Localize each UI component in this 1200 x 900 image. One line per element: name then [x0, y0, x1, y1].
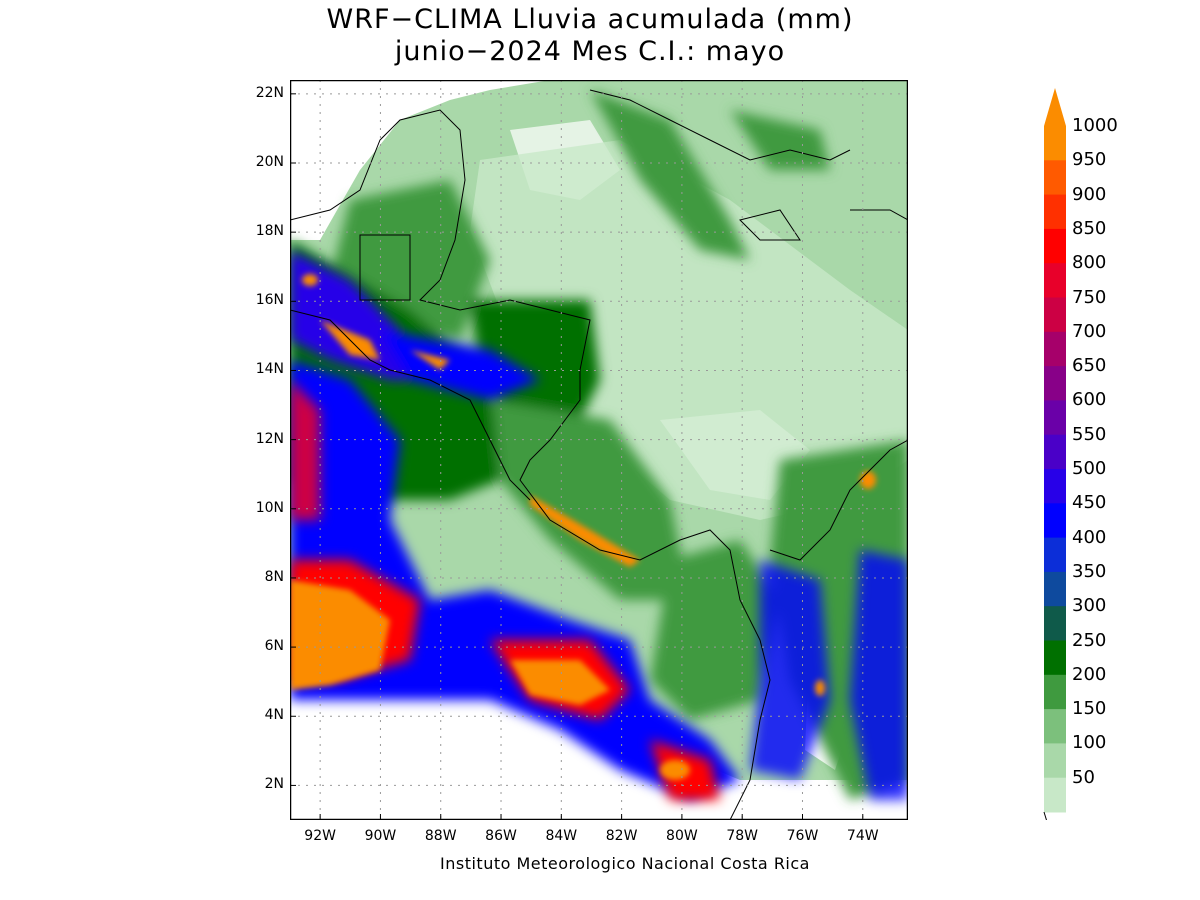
colorbar-swatch: [1044, 297, 1066, 333]
colorbar-swatch: [1044, 263, 1066, 298]
colorbar-label: 950: [1072, 149, 1107, 171]
lon-tick-label: 80W: [666, 828, 698, 844]
colorbar-swatch: [1044, 434, 1066, 470]
colorbar-label: 500: [1072, 458, 1107, 479]
colorbar-label: 250: [1072, 629, 1107, 651]
colorbar-label: 100: [1072, 732, 1107, 754]
lat-tick-label: 2N: [264, 776, 284, 793]
coastlines: [290, 89, 908, 820]
lat-tick-label: 14N: [255, 361, 284, 378]
colorbar-label: 750: [1072, 286, 1107, 308]
colorbar-overflow-triangle: [1044, 88, 1066, 126]
axis-ticks: [290, 93, 864, 820]
footer-credit: Instituto Meteorologico Nacional Costa R…: [440, 854, 810, 873]
chart-subtitle: junio−2024 Mes C.I.: mayo: [394, 36, 786, 67]
colorbar: [1043, 88, 1066, 820]
lon-tick-label: 86W: [485, 828, 517, 844]
lon-tick-label: 84W: [545, 828, 578, 844]
colorbar-swatch: [1044, 743, 1066, 779]
colorbar-underflow-mark: [1043, 811, 1047, 820]
lat-tick-label: 10N: [255, 499, 284, 516]
colorbar-label: 450: [1072, 492, 1107, 514]
colorbar-label: 800: [1072, 252, 1107, 274]
colorbar-swatch: [1044, 503, 1066, 539]
light-rain-zones: [470, 140, 908, 520]
colorbar-swatch: [1044, 640, 1066, 676]
colorbar-swatch: [1044, 777, 1066, 813]
colorbar-label: 50: [1072, 766, 1095, 788]
colorbar-swatch: [1044, 160, 1066, 196]
lon-tick-label: 82W: [605, 828, 638, 844]
colorbar-label: 900: [1072, 183, 1107, 205]
lon-tick-label: 74W: [846, 828, 879, 844]
colorbar-swatch: [1044, 674, 1066, 710]
colorbar-swatch: [1044, 571, 1066, 607]
colorbar-label: 700: [1072, 320, 1107, 342]
colorbar-swatch: [1044, 606, 1066, 641]
colorbar-swatch: [1044, 228, 1066, 264]
lat-tick-label: 6N: [264, 638, 284, 655]
lon-tick-label: 90W: [364, 828, 397, 844]
colorbar-label: 1000: [1072, 115, 1118, 136]
chart-title: WRF−CLIMA Lluvia acumulada (mm): [326, 4, 854, 35]
colorbar-swatch: [1044, 126, 1066, 161]
lat-tick-label: 12N: [255, 430, 284, 447]
colorbar-label: 400: [1072, 526, 1107, 548]
colorbar-label: 200: [1072, 663, 1107, 685]
map-frame: [290, 80, 908, 820]
lon-tick-label: 78W: [726, 828, 759, 844]
lat-tick-label: 18N: [255, 223, 284, 240]
map-canvas: [290, 80, 908, 820]
lon-tick-label: 92W: [304, 828, 336, 844]
lat-tick-label: 20N: [255, 153, 284, 170]
colorbar-label: 550: [1072, 423, 1107, 445]
grid-lines: [290, 80, 908, 820]
colorbar-label: 350: [1072, 560, 1107, 582]
colorbar-label: 850: [1072, 217, 1107, 239]
lat-tick-label: 16N: [255, 292, 284, 309]
colorbar-swatch: [1044, 469, 1066, 504]
colorbar-label: 650: [1072, 355, 1107, 377]
colorbar-swatch: [1044, 331, 1066, 367]
lon-tick-label: 76W: [786, 828, 819, 844]
colorbar-swatch: [1044, 400, 1066, 436]
lat-tick-label: 8N: [264, 568, 284, 585]
colorbar-label: 600: [1072, 389, 1107, 411]
colorbar-label: 150: [1072, 698, 1107, 720]
lat-tick-label: 22N: [255, 84, 284, 101]
colorbar-swatch: [1044, 537, 1066, 573]
lon-tick-label: 88W: [424, 828, 457, 844]
colorbar-label: 300: [1072, 595, 1107, 617]
precipitation-map: [290, 80, 908, 820]
lat-tick-label: 4N: [264, 707, 284, 724]
colorbar-swatch: [1044, 366, 1066, 401]
colorbar-swatch: [1044, 194, 1066, 230]
colorbar-swatch: [1044, 709, 1066, 744]
